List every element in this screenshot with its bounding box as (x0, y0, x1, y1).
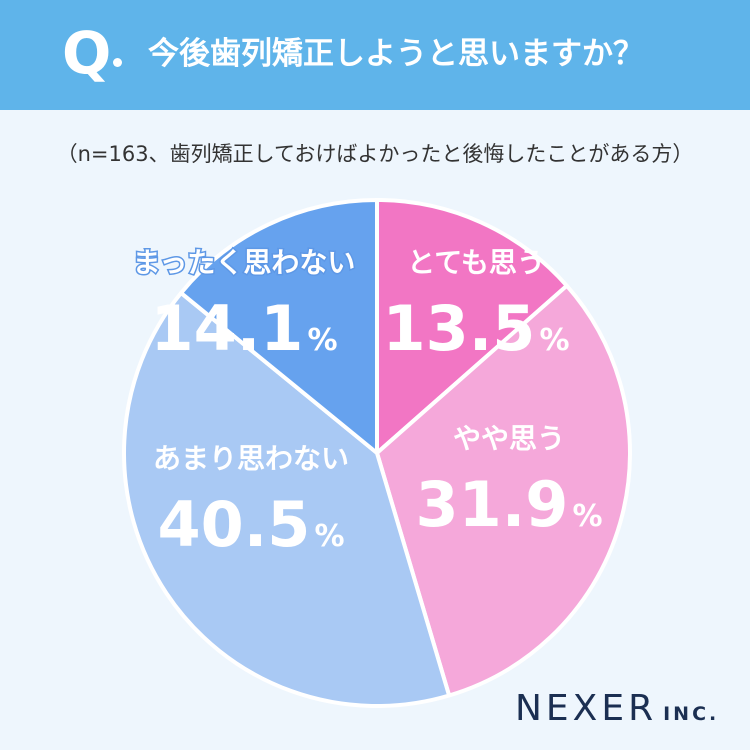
brand-name: NEXER (515, 688, 658, 729)
value-label: 13.5% (382, 292, 569, 365)
sample-note: （n=163、歯列矯正しておけばよかったと後悔したことがある方） (56, 142, 694, 166)
slice-label-totemo-omou: とても思う 13.5% (382, 246, 569, 365)
slice-label-mattaku-omowanai: まったく思わない 14.1% (131, 245, 357, 366)
category-label: とても思う (407, 246, 545, 279)
pie-slice-amari-omowanai (122, 290, 452, 708)
q-dot (113, 58, 122, 67)
question-text: 今後歯列矯正しようと思いますか？ (148, 36, 644, 72)
question-header: Q 今後歯列矯正しようと思いますか？ (0, 0, 750, 110)
value-label: 31.9% (415, 468, 602, 541)
nexer-logo: NEXER INC. (515, 688, 719, 729)
pie-slice-yaya-omou (375, 283, 632, 698)
slice-label-yaya-omou: やや思う 31.9% (415, 422, 602, 541)
category-label: まったく思わない (133, 246, 356, 279)
pie-slice-mattaku-omowanai (179, 198, 379, 455)
slice-label-amari-omowanai: あまり思わない 40.5% (153, 442, 349, 561)
category-label: やや思う (453, 422, 565, 455)
value-label: 14.1% (150, 292, 337, 365)
value-label: 40.5% (157, 488, 344, 561)
category-label: あまり思わない (153, 442, 349, 475)
brand-suffix: INC. (663, 703, 720, 725)
pie-slice-totemo-omou (375, 198, 569, 455)
q-mark: Q (62, 19, 112, 87)
